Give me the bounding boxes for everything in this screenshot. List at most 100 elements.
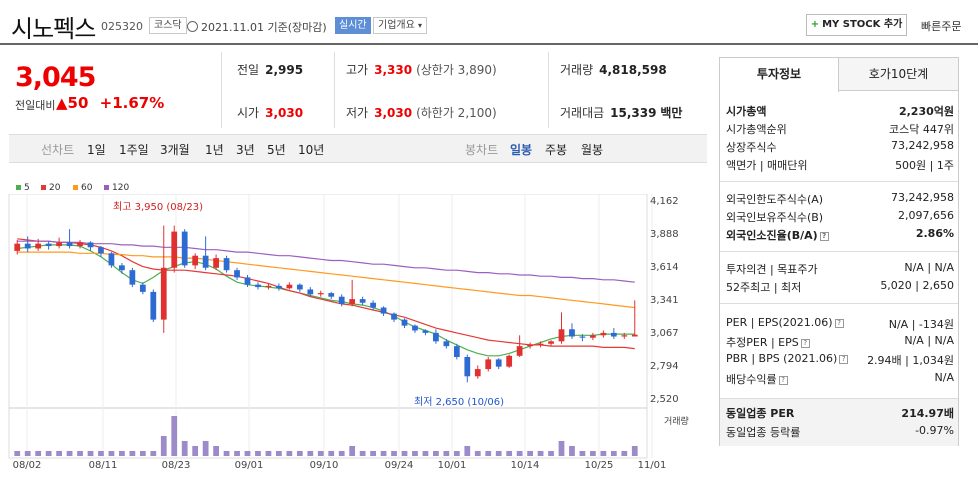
candle-body (150, 291, 157, 320)
period-10y[interactable]: 10년 (298, 143, 325, 157)
candle-body (401, 319, 408, 326)
volume-bar (516, 451, 523, 456)
help-icon[interactable]: ? (819, 231, 829, 241)
volume-bar (192, 446, 199, 456)
period-3m[interactable]: 3개월 (160, 143, 190, 157)
volume-bar (35, 451, 42, 456)
volume-bar (569, 446, 575, 456)
price-chart[interactable]: 4,162 3,888 3,614 3,341 3,067 2,794 2,520 08/02… (0, 194, 710, 484)
x-tick-label: 10/01 (438, 460, 467, 471)
volume-bar (359, 451, 366, 456)
tab-invest-info[interactable]: 투자정보 (720, 58, 839, 92)
volume-bar (265, 451, 272, 456)
info-key: PBR | BPS (2021.06) (726, 352, 838, 365)
candle-body (255, 284, 261, 288)
stat-value: 2,995 (265, 63, 304, 77)
candle-body (129, 270, 136, 285)
candle-body (87, 242, 94, 248)
volume-bar (244, 451, 251, 456)
info-value: 2,097,656 (898, 209, 954, 222)
candle-monthly[interactable]: 월봉 (581, 143, 604, 157)
legend-label: 120 (112, 183, 130, 193)
candle-daily[interactable]: 일봉 (510, 143, 533, 157)
stat-low: 저가 3,030 (하한가 2,100) (346, 104, 497, 121)
candle-body (24, 243, 31, 249)
legend-ma120: 120 (104, 183, 129, 193)
divider (720, 251, 958, 252)
legend-swatch (41, 185, 46, 190)
candle-body (171, 231, 178, 268)
info-key: 외국인보유주식수(B) (726, 211, 824, 224)
info-key: 동일업종 등락률 (726, 426, 801, 439)
candle-body (359, 299, 366, 303)
tab-orderbook[interactable]: 호가10단계 (868, 67, 929, 81)
candle-body (537, 343, 544, 345)
legend-ma60: 60 (73, 183, 92, 193)
x-tick-label: 09/24 (385, 460, 414, 471)
volume-bar (317, 451, 324, 456)
candle-body (422, 330, 429, 333)
candle-weekly[interactable]: 주봉 (545, 143, 568, 157)
info-row: 52주최고 | 최저 5,020 | 2,650 (726, 279, 954, 295)
mystock-add-button[interactable]: + MY STOCK 추가 (806, 14, 907, 36)
volume-bar (307, 451, 314, 456)
stock-name: 시노펙스 (11, 15, 96, 43)
info-value: 2.86% (915, 227, 954, 240)
stat-value: 3,030 (374, 106, 413, 120)
volume-bar (98, 451, 104, 456)
info-value: 5,020 | 2,650 (880, 279, 954, 292)
company-overview-dropdown[interactable]: 기업개요 ▾ (373, 17, 428, 34)
stat-label: 전일 (237, 63, 260, 77)
volume-bar (234, 451, 240, 456)
divider (221, 52, 222, 128)
divider (548, 52, 549, 128)
change-amount: ▲50 (56, 94, 89, 112)
plus-icon: + (810, 19, 820, 30)
stock-code: 025320 (101, 20, 143, 33)
info-row: 시가총액 2,230억원 (726, 103, 954, 119)
info-row: 동일업종 등락률 -0.97% (726, 424, 954, 440)
candle-body (412, 325, 418, 331)
info-key: 시가총액순위 (726, 123, 787, 136)
chevron-down-icon: ▾ (418, 21, 423, 30)
candle-body (213, 258, 219, 268)
candle-body (265, 285, 272, 288)
y-tick-label: 3,888 (650, 229, 679, 240)
legend-label: 5 (24, 183, 30, 193)
candle-body (569, 329, 575, 337)
candle-body (380, 307, 387, 314)
candle-body (66, 242, 73, 247)
candle-body (139, 284, 146, 292)
help-icon[interactable]: ? (778, 375, 788, 385)
stat-label: 고가 (346, 63, 369, 77)
period-5y[interactable]: 5년 (267, 143, 286, 157)
period-1w[interactable]: 1주일 (119, 143, 149, 157)
volume-bar (401, 451, 408, 456)
candle-body (464, 357, 471, 377)
legend-swatch (16, 185, 21, 190)
realtime-button[interactable]: 실시간 (335, 17, 371, 34)
period-1d[interactable]: 1일 (87, 143, 106, 157)
info-row: 액면가 | 매매단위 500원 | 1주 (726, 157, 954, 173)
quick-order-link[interactable]: 빠른주문 (921, 20, 962, 33)
volume-bar (87, 451, 94, 456)
info-row: 외국인한도주식수(A) 73,242,958 (726, 191, 954, 207)
help-icon[interactable]: ? (800, 338, 810, 348)
help-icon[interactable]: ? (834, 318, 844, 328)
y-tick-label: 2,794 (650, 361, 679, 372)
stat-label: 저가 (346, 106, 369, 120)
volume-bar (590, 451, 596, 456)
volume-bar (558, 441, 565, 456)
period-1y[interactable]: 1년 (205, 143, 224, 157)
stat-label: 거래대금 (560, 106, 605, 120)
change-value: ▲50 +1.67% (56, 94, 164, 112)
candle-body (45, 243, 52, 247)
help-icon[interactable]: ? (839, 354, 849, 364)
candle-body (244, 277, 251, 285)
info-row: 외국인보유주식수(B) 2,097,656 (726, 209, 954, 225)
x-tick-label: 09/01 (235, 460, 264, 471)
candle-body (181, 231, 188, 266)
info-key: 시가총액 (726, 105, 767, 118)
period-3y[interactable]: 3년 (236, 143, 255, 157)
info-key: 투자의견 | 목표주가 (726, 263, 818, 276)
